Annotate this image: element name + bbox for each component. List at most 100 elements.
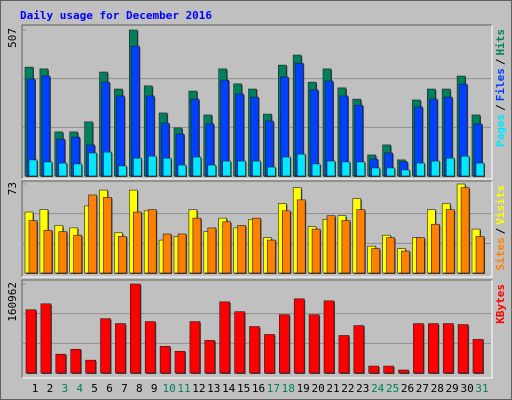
x-tick-label: 26 [401, 382, 414, 395]
bar [25, 309, 37, 374]
bar [103, 151, 112, 177]
bar [281, 156, 291, 177]
x-tick-label: 5 [91, 382, 98, 395]
x-tick-label: 22 [341, 382, 354, 395]
bar [356, 161, 366, 177]
chart-title: Daily usage for December 2016 [20, 9, 212, 22]
x-tick-label: 16 [252, 382, 265, 395]
y-tick-label: 160962 [6, 282, 19, 322]
bar [234, 311, 245, 374]
x-tick-label: 21 [326, 382, 339, 395]
bar [40, 303, 52, 374]
bar [207, 164, 217, 177]
panel-bevel [21, 279, 492, 378]
bar [293, 298, 305, 374]
x-tick-label: 30 [460, 382, 473, 395]
bar [371, 167, 381, 177]
y-tick-label: 73 [6, 182, 19, 195]
bar [192, 156, 202, 177]
x-tick-label: 9 [151, 382, 158, 395]
bar [356, 209, 366, 274]
x-tick-label: 2 [47, 382, 54, 395]
panel-bevel [21, 24, 492, 179]
bar [88, 194, 97, 274]
bar [131, 45, 140, 177]
bar [278, 314, 290, 374]
panel-bevel [22, 25, 493, 180]
bar [386, 237, 395, 274]
bar [115, 323, 126, 374]
x-tick-label: 29 [446, 382, 459, 395]
bar [204, 340, 216, 374]
bar [413, 323, 424, 374]
bar [430, 223, 440, 274]
x-tick-label: 3 [61, 382, 68, 395]
bar [85, 359, 96, 374]
bar [267, 166, 276, 177]
bar [445, 157, 455, 177]
bar [174, 350, 186, 374]
legend-item: Hits [494, 29, 507, 56]
bar [341, 220, 351, 274]
legend-item: Pages [494, 114, 507, 147]
legend-item: Files [494, 68, 507, 101]
bar [43, 161, 53, 177]
bar [416, 237, 425, 274]
bar [58, 162, 68, 177]
x-tick-label: 1 [32, 382, 39, 395]
x-tick-label: 17 [267, 382, 280, 395]
bar [100, 318, 111, 374]
panel-bevel [22, 280, 493, 379]
bar [159, 345, 171, 374]
bar [264, 334, 275, 374]
bar [442, 323, 454, 374]
bar [296, 153, 306, 177]
bar [457, 324, 469, 374]
x-tick-label: 14 [222, 382, 236, 395]
panel-bevel [21, 180, 492, 277]
bar [475, 162, 485, 177]
bar [398, 369, 409, 374]
x-tick-label: 11 [177, 382, 190, 395]
y-tick-label: 507 [6, 28, 19, 48]
bar [133, 157, 142, 177]
legend: KBytes [494, 284, 507, 324]
bar [311, 163, 321, 177]
bar [189, 321, 201, 374]
x-tick-label: 24 [371, 382, 385, 395]
x-tick-label: 13 [207, 382, 220, 395]
bar [311, 228, 321, 274]
bar [28, 159, 38, 177]
legend-separator: / [494, 58, 507, 65]
bar [308, 314, 320, 374]
bar [162, 157, 172, 177]
bar [43, 230, 53, 274]
bar [55, 353, 67, 374]
bar [116, 95, 125, 177]
bar [130, 283, 141, 374]
bar [371, 248, 381, 274]
legend: Pages / Files / Hits [494, 29, 507, 147]
legend-separator: / [494, 227, 507, 234]
x-tick-label: 4 [76, 382, 83, 395]
bar [267, 239, 276, 274]
bar [341, 161, 351, 177]
bar [386, 167, 395, 177]
panel-bevel [22, 181, 493, 278]
bar [88, 152, 97, 177]
bar [252, 217, 261, 274]
x-tick-label: 20 [311, 382, 324, 395]
x-tick-label: 18 [282, 382, 295, 395]
bar [103, 197, 112, 274]
bar [460, 187, 470, 274]
bar [326, 215, 336, 274]
bar [353, 325, 365, 374]
x-tick-label: 8 [136, 382, 143, 395]
x-tick-label: 27 [416, 382, 429, 395]
bar [70, 348, 81, 374]
bar [222, 221, 231, 274]
x-tick-label: 28 [431, 382, 444, 395]
bar [147, 209, 157, 274]
